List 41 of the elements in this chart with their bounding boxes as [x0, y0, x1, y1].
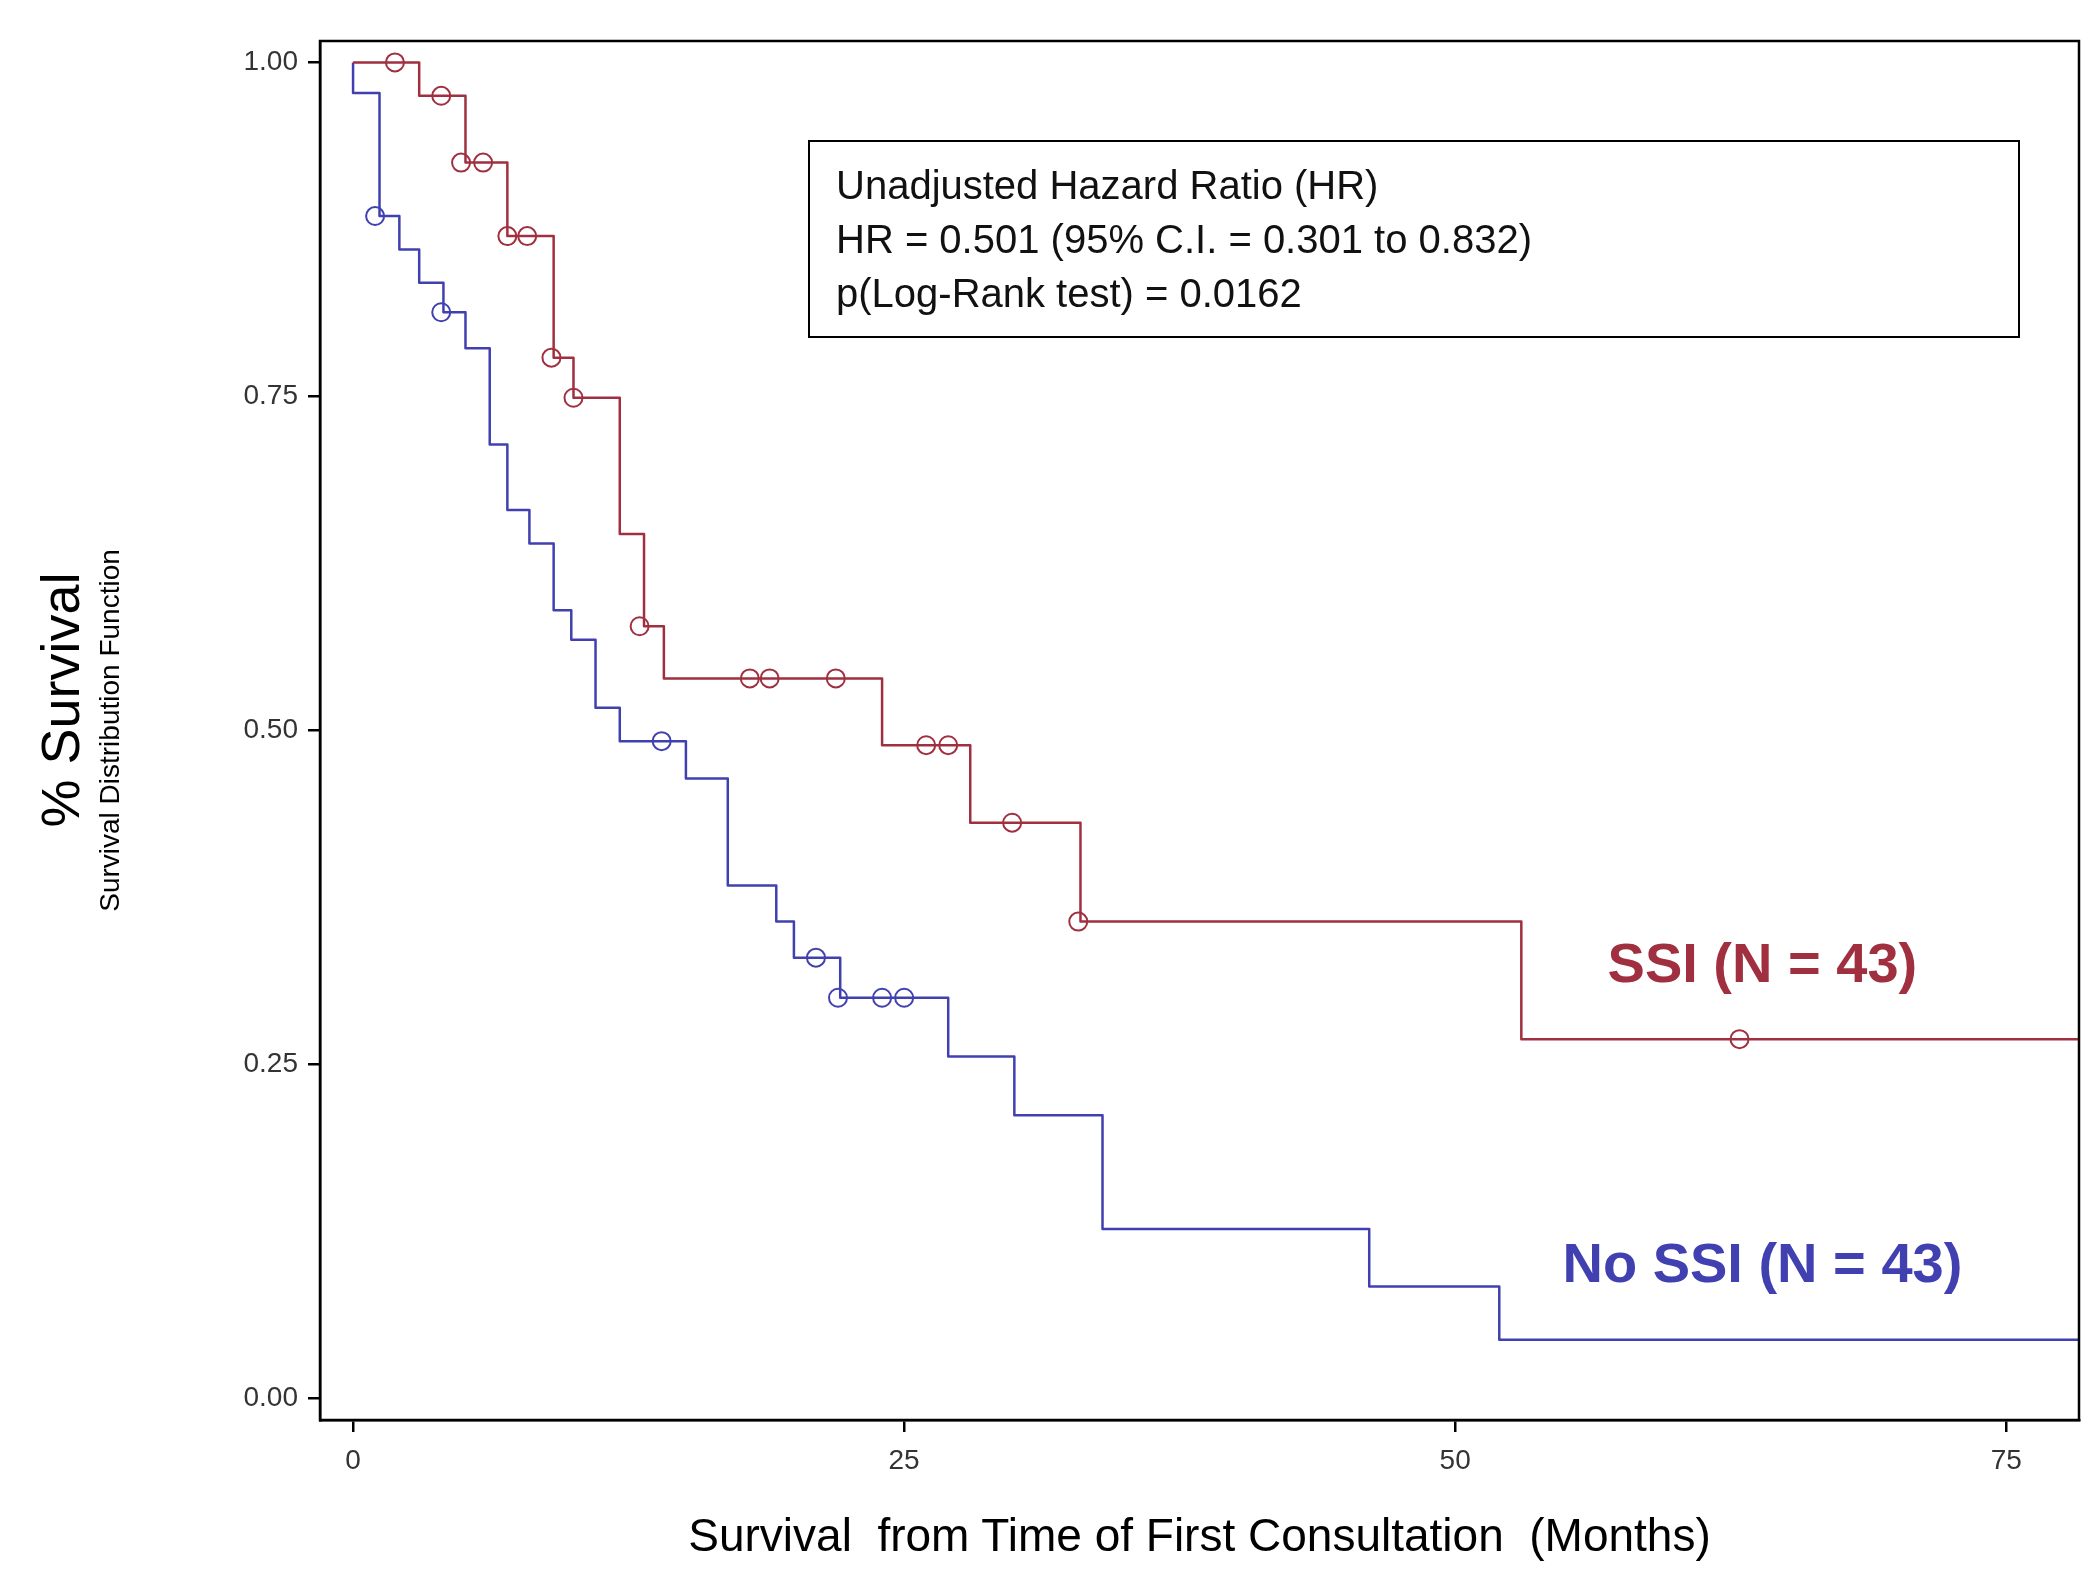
x-axis-title: Survival from Time of First Consultation (Months): [688, 1509, 1711, 1562]
y-tick-label: 0.00: [243, 1381, 298, 1413]
point: [759, 668, 780, 689]
point: [916, 735, 937, 756]
series-label: No SSI (N = 43): [1562, 1231, 1963, 1295]
point: [1729, 1029, 1750, 1050]
point: [1002, 812, 1023, 833]
y-tick-label: 0.75: [243, 379, 298, 411]
point: [365, 206, 386, 227]
point: [629, 616, 650, 637]
point: [517, 226, 538, 247]
point: [431, 302, 452, 323]
point: [825, 668, 846, 689]
annotation: p(Log-Rank test) = 0.0162: [836, 270, 1303, 317]
point: [805, 947, 826, 968]
series-label: SSI (N = 43): [1607, 930, 1918, 994]
point: [473, 152, 494, 173]
point: [651, 731, 672, 752]
x-tick-label: 25: [888, 1443, 920, 1475]
point: [384, 52, 405, 73]
point: [563, 387, 584, 408]
point: [739, 668, 760, 689]
x-tick-label: 50: [1439, 1443, 1471, 1475]
point: [872, 987, 893, 1008]
point: [431, 85, 452, 106]
x-tick-label: 0: [345, 1443, 361, 1475]
point: [497, 226, 518, 247]
y-axis-title: Survival Distribution Function: [93, 549, 125, 912]
y-tick-label: 0.25: [243, 1047, 298, 1079]
y-tick-label: 0.50: [243, 713, 298, 745]
point: [894, 987, 915, 1008]
text: % Survival: [29, 572, 91, 828]
y-tick-label: 1.00: [243, 45, 298, 77]
point: [828, 987, 848, 1008]
annotation: Unadjusted Hazard Ratio (HR): [836, 162, 1380, 209]
point: [938, 735, 959, 756]
point: [541, 347, 562, 368]
point: [451, 152, 472, 173]
point: [1068, 911, 1089, 932]
x-tick-label: 75: [1990, 1443, 2022, 1475]
annotation: HR = 0.501 (95% C.I. = 0.301 to 0.832): [836, 216, 1533, 263]
